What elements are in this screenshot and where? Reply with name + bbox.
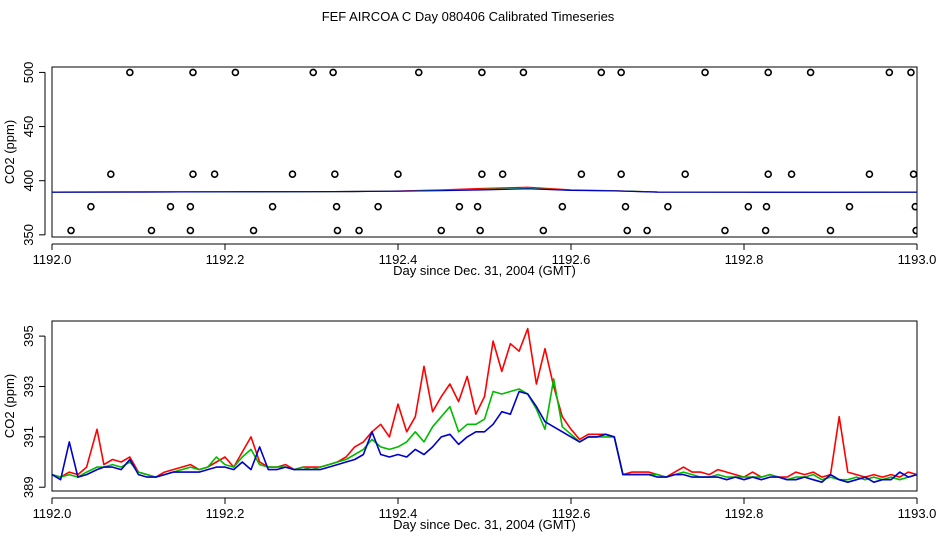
scatter-point	[231, 68, 240, 77]
x-axis-title: Day since Dec. 31, 2004 (GMT)	[393, 263, 576, 278]
y-tick-label: 389	[21, 476, 36, 498]
y-tick-label: 500	[21, 62, 36, 84]
scatter-point	[597, 68, 606, 77]
scatter-point	[911, 202, 917, 211]
scatter-point	[865, 170, 874, 178]
scatter-point	[478, 68, 486, 77]
scatter-point	[912, 226, 917, 235]
scatter-point	[826, 226, 835, 235]
y-tick-label: 350	[21, 224, 36, 246]
scatter-point	[539, 226, 548, 235]
scatter-point	[577, 170, 586, 178]
scatter-point	[374, 202, 382, 211]
scatter-point	[455, 202, 464, 211]
series-line-2	[52, 390, 917, 484]
y-tick-label: 400	[21, 170, 36, 192]
scatter-point	[681, 170, 689, 178]
scatter-point	[623, 226, 632, 235]
scatter-point	[558, 202, 567, 211]
x-axis-title: Day since Dec. 31, 2004 (GMT)	[393, 517, 576, 532]
scatter-point	[764, 170, 773, 178]
x-tick-label: 1193.0	[898, 506, 936, 521]
x-tick-label: 1192.6	[552, 252, 591, 267]
scatter-point	[617, 68, 625, 77]
scatter-point	[189, 170, 197, 178]
plot-area	[52, 68, 917, 235]
scatter-point	[761, 226, 770, 235]
scatter-point	[721, 226, 729, 235]
scatter-point	[126, 68, 134, 77]
scatter-point	[787, 170, 796, 178]
scatter-point	[643, 226, 651, 235]
x-tick-label: 1192.8	[725, 506, 764, 521]
scatter-point	[664, 202, 672, 211]
scatter-point	[186, 202, 195, 211]
plot-frame	[51, 66, 918, 238]
plot-frame	[51, 320, 918, 492]
series-line-0	[52, 327, 917, 478]
scatter-point	[309, 68, 318, 77]
panel-bottom-line: 1192.0 1192.2 1192.4 1192.6 1192.8 1193.0 Day …	[2, 320, 936, 532]
x-tick-label: 1192.0	[33, 506, 72, 521]
scatter-point	[189, 68, 197, 77]
plot-area	[52, 327, 917, 484]
scatter-point	[87, 202, 95, 211]
scatter-point	[473, 202, 482, 211]
scatter-point	[476, 226, 484, 235]
scatter-point	[519, 68, 528, 77]
scatter-point	[288, 170, 297, 178]
scatter-point	[762, 202, 771, 211]
scatter-point	[166, 202, 175, 211]
y-tick-label: 393	[21, 376, 36, 398]
scatter-point	[333, 226, 342, 235]
scatter-point	[764, 68, 773, 77]
scatter-point	[329, 68, 337, 77]
scatter-point	[394, 170, 402, 178]
series-line-2	[52, 188, 917, 193]
x-tick-label: 1192.6	[552, 506, 591, 521]
series-line-1	[52, 378, 917, 481]
scatter-point	[210, 170, 219, 178]
scatter-point	[249, 226, 258, 235]
y-tick-label: 395	[21, 325, 36, 347]
scatter-point	[414, 68, 423, 77]
x-tick-label: 1193.0	[898, 252, 936, 267]
scatter-point	[478, 170, 486, 178]
scatter-point	[186, 226, 195, 235]
scatter-point	[437, 226, 446, 235]
x-tick-label: 1192.0	[33, 252, 72, 267]
scatter-point	[621, 202, 630, 211]
scatter-point	[617, 170, 625, 178]
x-tick-label: 1192.8	[725, 252, 764, 267]
panel-top-scatter: 1192.0 1192.2 1192.4 1192.6 1192.8 1193.0 Day …	[2, 62, 936, 278]
x-tick-label: 1192.4	[379, 506, 418, 521]
chart-title: FEF AIRCOA C Day 080406 Calibrated Times…	[321, 9, 615, 24]
x-tick-label: 1192.2	[206, 506, 245, 521]
scatter-point	[701, 68, 709, 77]
x-tick-label: 1192.2	[206, 252, 245, 267]
scatter-point	[355, 226, 363, 235]
scatter-point	[907, 68, 915, 77]
scatter-point	[331, 170, 339, 178]
y-axis-title: CO2 (ppm)	[2, 374, 17, 438]
y-axis-title: CO2 (ppm)	[2, 120, 17, 184]
scatter-point	[107, 170, 115, 178]
x-tick-label: 1192.4	[379, 252, 418, 267]
scatter-point	[744, 202, 753, 211]
scatter-point	[885, 68, 894, 77]
y-tick-label: 391	[21, 426, 36, 448]
scatter-point	[332, 202, 341, 211]
scatter-point	[67, 226, 75, 235]
scatter-point	[806, 68, 815, 77]
scatter-point	[845, 202, 854, 211]
scatter-point	[147, 226, 156, 235]
scatter-point	[498, 170, 507, 178]
y-tick-label: 450	[21, 116, 36, 138]
scatter-point	[268, 202, 277, 211]
scatter-point	[909, 170, 917, 178]
